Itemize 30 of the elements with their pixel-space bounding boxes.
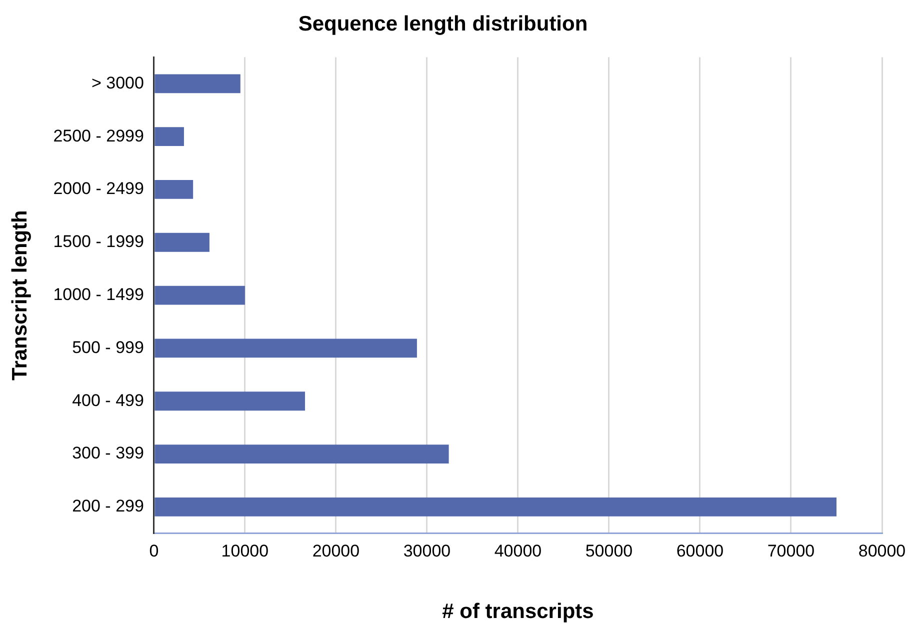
- y-axis-title: Transcript length: [8, 210, 32, 380]
- y-tick-label: 500 - 999: [72, 338, 144, 357]
- y-tick-label: 2500 - 2999: [53, 126, 144, 146]
- x-tick-label: 50000: [585, 541, 633, 560]
- x-tick-label: 70000: [767, 541, 815, 560]
- x-axis-title: # of transcripts: [442, 600, 594, 624]
- bar: [154, 338, 417, 358]
- y-tick-label: 300 - 399: [72, 444, 144, 463]
- bar: [154, 497, 836, 516]
- y-tick-label: 400 - 499: [72, 390, 144, 410]
- y-tick-label: 1000 - 1499: [53, 284, 144, 304]
- bar: [154, 232, 210, 252]
- y-tick-label: 1500 - 1999: [53, 232, 144, 252]
- bar: [154, 286, 245, 305]
- x-tick-label: 40000: [494, 541, 542, 560]
- bar: [154, 444, 449, 464]
- y-tick-label: > 3000: [91, 73, 144, 92]
- bar: [154, 127, 184, 146]
- x-tick-label: 60000: [676, 541, 724, 560]
- bar: [154, 180, 194, 199]
- x-tick-label: 0: [149, 541, 159, 560]
- y-tick-label: 200 - 299: [72, 496, 144, 516]
- x-tick-label: 80000: [858, 541, 906, 560]
- x-tick-label: 10000: [221, 541, 269, 560]
- x-tick-label: 20000: [312, 541, 360, 560]
- chart-title: Sequence length distribution: [298, 12, 588, 36]
- bar: [154, 392, 306, 411]
- y-tick-label: 2000 - 2499: [53, 179, 144, 198]
- bar: [154, 74, 240, 94]
- x-tick-label: 30000: [403, 541, 451, 560]
